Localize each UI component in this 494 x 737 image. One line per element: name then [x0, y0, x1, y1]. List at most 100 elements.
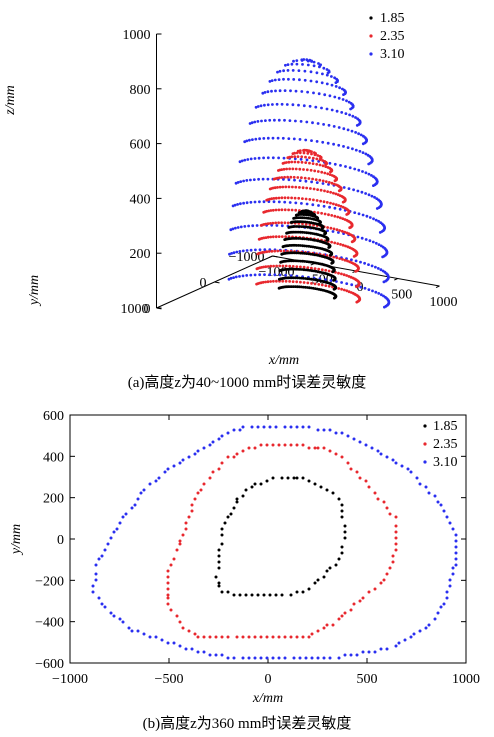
data-point	[220, 434, 224, 438]
data-point	[202, 635, 206, 639]
data-point	[349, 608, 353, 612]
data-point	[286, 476, 290, 480]
data-point	[253, 273, 257, 277]
data-point	[325, 488, 329, 492]
data-point	[305, 237, 308, 241]
data-point	[181, 626, 185, 630]
data-point	[292, 137, 296, 141]
series-1-85	[214, 476, 347, 597]
data-point	[249, 178, 252, 182]
data-point	[348, 113, 351, 117]
legend-marker	[369, 52, 373, 56]
x-tick-label: 1000	[452, 672, 480, 687]
data-point	[238, 275, 241, 278]
data-point	[300, 160, 304, 164]
data-point	[295, 590, 299, 594]
data-point	[342, 288, 346, 292]
data-point	[276, 136, 280, 140]
data-point	[217, 566, 221, 570]
data-point	[343, 258, 347, 262]
data-point	[265, 479, 269, 483]
data-point	[250, 593, 254, 597]
data-point	[299, 280, 302, 284]
data-point	[343, 530, 347, 534]
data-point	[312, 198, 315, 202]
data-point	[280, 102, 284, 106]
data-point	[301, 443, 305, 447]
data-point	[235, 497, 239, 501]
data-point	[280, 224, 284, 228]
data-point	[299, 157, 303, 161]
data-point	[306, 225, 310, 229]
data-point	[259, 443, 263, 447]
data-point	[295, 62, 299, 66]
data-point	[433, 617, 437, 621]
data-point	[257, 156, 261, 160]
data-point	[340, 545, 344, 549]
data-point	[256, 120, 260, 123]
data-point	[199, 488, 203, 492]
data-point	[275, 279, 278, 283]
data-point	[339, 243, 342, 246]
data-point	[364, 479, 368, 483]
data-point	[294, 208, 298, 212]
data-point	[394, 530, 398, 534]
data-point	[302, 213, 306, 217]
data-point	[391, 458, 395, 462]
data-point	[317, 92, 321, 96]
data-point	[297, 69, 301, 72]
data-point	[283, 221, 287, 225]
data-point	[268, 593, 272, 597]
data-point	[274, 235, 278, 239]
data-point	[228, 252, 231, 256]
data-point	[175, 614, 179, 618]
data-point	[282, 77, 285, 81]
data-point	[368, 216, 372, 219]
data-point	[328, 205, 331, 209]
data-point	[302, 265, 306, 269]
data-point	[249, 273, 253, 277]
data-point	[276, 70, 279, 74]
data-point	[325, 107, 329, 111]
data-point	[253, 656, 257, 660]
data-point	[307, 177, 311, 180]
caption-b: (b)高度z为360 mm时误差灵敏度	[142, 716, 352, 732]
data-point	[298, 151, 302, 155]
data-point	[303, 277, 307, 280]
data-point	[268, 425, 272, 429]
data-point	[259, 635, 263, 639]
y-tick-label: 0	[200, 276, 207, 291]
x-tick-label: 1000	[430, 295, 458, 310]
data-point	[94, 563, 98, 567]
data-point	[269, 280, 272, 283]
data-point	[277, 443, 281, 447]
data-point	[304, 161, 308, 165]
x-tick	[268, 255, 273, 259]
data-point	[305, 158, 309, 162]
data-point	[305, 202, 309, 206]
data-point	[235, 452, 239, 456]
data-point	[345, 274, 348, 277]
data-point	[309, 79, 313, 83]
data-point	[266, 265, 270, 268]
data-point	[226, 590, 230, 594]
data-point	[315, 157, 319, 161]
data-point	[282, 167, 286, 171]
data-point	[305, 120, 309, 124]
data-point	[232, 506, 236, 510]
data-point	[445, 515, 449, 519]
data-point	[281, 185, 285, 189]
data-point	[356, 189, 360, 193]
data-point	[268, 187, 272, 191]
data-point	[238, 160, 242, 164]
data-point	[248, 138, 251, 142]
data-point	[329, 190, 332, 194]
data-point	[427, 491, 431, 495]
data-point	[300, 176, 303, 180]
data-point	[266, 222, 270, 226]
data-point	[241, 249, 245, 253]
data-point	[311, 162, 315, 166]
data-point	[329, 279, 333, 282]
data-point	[287, 77, 290, 81]
data-point	[323, 212, 327, 216]
